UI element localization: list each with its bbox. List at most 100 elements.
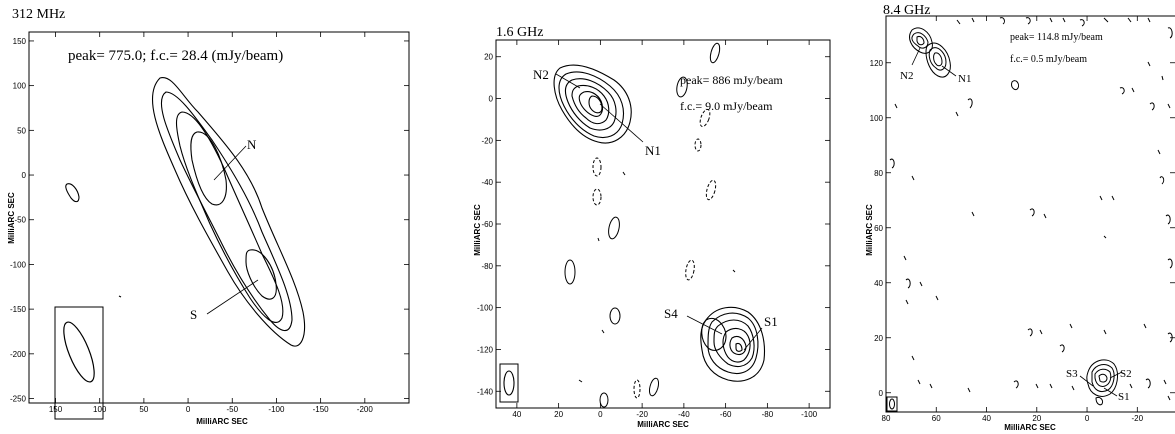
panel1-labels: N S (190, 137, 259, 322)
panel2-y-tick-label: -80 (481, 262, 493, 271)
panel3-x-ticks: 80 60 40 20 0 -20 (882, 16, 1144, 423)
panel3-title: 8.4 GHz (883, 3, 930, 18)
panel1-x-tick-label: -100 (268, 405, 285, 414)
panel1-contour-outer (151, 77, 306, 347)
panel2-contours-south (700, 306, 766, 382)
panel1-contour-3 (175, 111, 284, 324)
panel3-y-ticks: 120 100 80 60 40 20 0 (870, 59, 1175, 398)
panel2-y-tick-label: 20 (484, 53, 493, 62)
panel1-contours (65, 77, 306, 347)
panel2-label-S1: S1 (764, 314, 778, 329)
panel3-label-S3: S3 (1066, 368, 1078, 380)
panel3-y-tick-label: 40 (874, 279, 883, 288)
panel1-label-S: S (190, 307, 197, 322)
panel2-annotation-peak: peak= 886 mJy/beam (680, 73, 783, 87)
panel3-annotation-peak: peak= 114.8 mJy/beam (1010, 32, 1103, 43)
panel3-y-tick-label: 0 (879, 389, 884, 398)
panel-1.6ghz: 1.6 GHz 40 20 0 -20 -40 -60 -80 -100 20 0 -20 -40 -… (473, 25, 831, 429)
panel3-labels: N2 N1 S3 S2 S1 (900, 47, 1132, 403)
panel2-x-tick-label: -20 (636, 410, 648, 419)
panel3-y-tick-label: 120 (870, 59, 884, 68)
panel3-y-tick-label: 100 (870, 114, 884, 123)
panel2-y-tick-label: -100 (477, 304, 494, 313)
panel3-x-tick-label: -20 (1132, 414, 1144, 423)
panel1-x-tick-label: 150 (49, 405, 63, 414)
panel-8.4ghz: 8.4 GHz 80 60 40 20 0 -20 120 100 80 60 40 20 0 pea… (865, 3, 1175, 432)
panel2-y-tick-label: 0 (489, 95, 494, 104)
panel3-y-tick-label: 80 (874, 169, 883, 178)
panel3-frame (885, 15, 1175, 413)
panel1-title: 312 MHz (12, 7, 65, 22)
panel1-x-tick-label: 0 (186, 405, 191, 414)
panel1-x-tick-label: -150 (313, 405, 330, 414)
panel3-x-tick-label: 80 (882, 414, 891, 423)
panel3-ylabel: MilliARC SEC (865, 204, 874, 256)
panel2-x-tick-label: -80 (762, 410, 774, 419)
panel1-contour-2 (160, 91, 293, 332)
panel3-contours-noise (889, 17, 1173, 401)
panel3-label-S1: S1 (1118, 391, 1130, 403)
panel1-y-tick-label: -150 (10, 305, 27, 314)
panel3-label-N1: N1 (958, 73, 971, 85)
panel2-xlabel: MilliARC SEC (637, 420, 689, 429)
panel2-y-tick-label: -20 (481, 136, 493, 145)
panel3-contours-north (909, 27, 951, 78)
panel3-xlabel: MilliARC SEC (1004, 423, 1056, 432)
panel2-x-tick-label: -60 (720, 410, 732, 419)
panel3-x-tick-label: 0 (1085, 414, 1090, 423)
panel2-x-tick-label: 20 (554, 410, 563, 419)
panel2-label-N1: N1 (645, 143, 661, 158)
panel1-contour-S (245, 249, 277, 300)
panel1-x-tick-label: -50 (226, 405, 238, 414)
panel1-contour-dot (118, 295, 122, 298)
panel2-y-tick-label: -40 (481, 178, 493, 187)
panel2-y-tick-label: -140 (477, 387, 494, 396)
panel2-contours-misc (564, 42, 736, 408)
panel1-y-ticks: 150 100 50 0 -50 -100 -150 -200 -250 (10, 37, 409, 404)
panel-312mhz: 312 MHz 150 100 50 0 -50 -100 -150 -200 150 100 5… (7, 7, 410, 426)
panel1-x-tick-label: -200 (357, 405, 374, 414)
panel3-x-tick-label: 20 (1032, 414, 1041, 423)
panel1-contour-N (190, 131, 227, 206)
panel2-x-tick-label: -100 (801, 410, 818, 419)
panel1-x-ticks: 150 100 50 0 -50 -100 -150 -200 (49, 32, 374, 414)
panel1-y-tick-label: -250 (10, 395, 27, 404)
panel2-x-tick-label: 0 (598, 410, 603, 419)
panel1-xlabel: MilliARC SEC (196, 417, 248, 426)
panel3-contours-south (1086, 359, 1118, 406)
panel3-annotation-fc: f.c.= 0.5 mJy/beam (1010, 54, 1087, 65)
panel3-beam (886, 396, 898, 412)
panel2-title: 1.6 GHz (496, 25, 543, 40)
panel1-ylabel: MilliARC SEC (7, 192, 16, 244)
panel1-y-tick-label: -200 (10, 350, 27, 359)
panel2-label-S4: S4 (664, 306, 678, 321)
panel2-frame (495, 39, 831, 409)
panel1-y-tick-label: -50 (14, 216, 26, 225)
panel2-y-tick-label: -60 (481, 220, 493, 229)
panel1-y-tick-label: 0 (22, 171, 27, 180)
panel2-label-N2: N2 (533, 67, 549, 82)
panel2-labels: N2 N1 S4 S1 (533, 67, 778, 351)
panel2-x-ticks: 40 20 0 -20 -40 -60 -80 -100 (512, 40, 818, 419)
panel3-label-N2: N2 (900, 70, 913, 82)
panel3-y-tick-label: 20 (874, 334, 883, 343)
panel2-annotation-fc: f.c.= 9.0 mJy/beam (680, 99, 773, 113)
panel2-x-tick-label: 40 (512, 410, 521, 419)
panel1-beam (54, 306, 104, 420)
panel3-y-tick-label: 60 (874, 224, 883, 233)
panel1-x-tick-label: 50 (139, 405, 148, 414)
panel1-y-tick-label: 50 (17, 126, 26, 135)
panel2-y-tick-label: -120 (477, 345, 494, 354)
panel3-x-tick-label: 60 (932, 414, 941, 423)
panel1-label-N: N (247, 137, 257, 152)
panel1-y-tick-label: 100 (13, 82, 27, 91)
panel1-frame (28, 31, 410, 404)
panel1-x-tick-label: 100 (93, 405, 107, 414)
panel1-contour-blob (65, 183, 80, 203)
panel1-y-tick-label: 150 (13, 37, 27, 46)
panel2-beam (499, 363, 519, 403)
panel1-y-tick-label: -100 (10, 260, 27, 269)
panel2-ylabel: MilliARC SEC (473, 204, 482, 256)
panel2-contours-north (553, 64, 632, 144)
